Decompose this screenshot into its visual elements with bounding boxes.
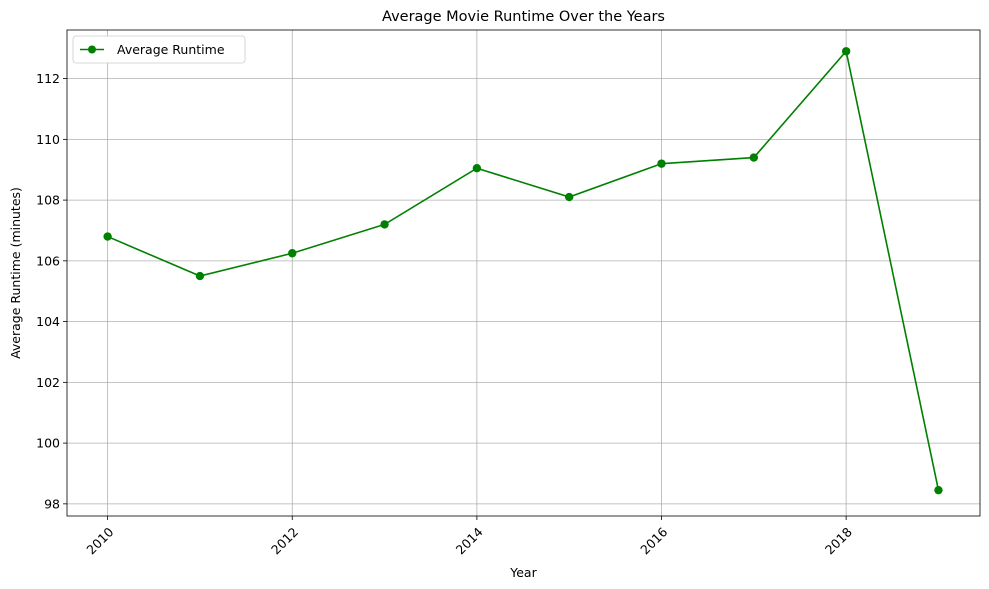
grid — [67, 30, 980, 516]
data-point — [657, 159, 666, 168]
y-tick-label: 110 — [36, 132, 60, 147]
plot-frame — [66, 29, 981, 517]
data-point — [841, 47, 851, 56]
y-axis-label: Average Runtime (minutes) — [8, 187, 23, 359]
y-tick-label: 112 — [36, 71, 60, 86]
legend-marker-swatch — [88, 45, 96, 54]
data-point — [195, 271, 205, 281]
legend-box — [72, 35, 246, 64]
data-point — [103, 232, 112, 241]
data-point — [749, 153, 759, 162]
series-line-average-runtime — [107, 49, 940, 491]
data-point — [472, 164, 482, 173]
data-point — [380, 220, 389, 229]
x-axis-label: Year — [509, 565, 537, 580]
legend-entry-average-runtime: Average Runtime — [117, 42, 225, 57]
data-point — [564, 192, 574, 202]
y-tick-label: 100 — [36, 436, 60, 451]
series-layer — [103, 47, 943, 495]
y-tick-label: 108 — [36, 193, 60, 208]
legend: Average Runtime — [72, 35, 246, 64]
chart-title: Average Movie Runtime Over the Years — [382, 9, 665, 25]
y-tick-label: 98 — [44, 496, 60, 511]
data-point — [934, 485, 943, 495]
y-tick-label: 102 — [36, 375, 60, 390]
data-point — [288, 249, 297, 258]
y-tick-label: 106 — [36, 253, 60, 268]
y-tick-label: 104 — [36, 314, 60, 329]
